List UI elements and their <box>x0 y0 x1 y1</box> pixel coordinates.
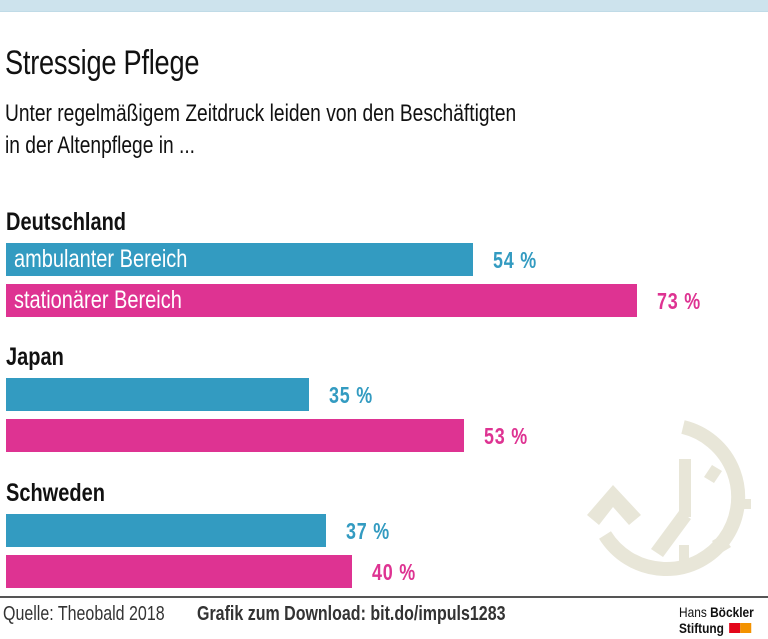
group-label-schweden: Schweden <box>6 479 105 507</box>
download-link[interactable]: Grafik zum Download: bit.do/impuls1283 <box>197 603 506 625</box>
bar-schweden-ambulanter-bereich <box>6 514 327 547</box>
bar-deutschland-stationaerer-bereich: stationärer Bereich <box>6 284 638 317</box>
chart-subtitle: Unter regelmäßigem Zeitdruck leiden von … <box>5 98 516 162</box>
logo-text-hans: Hans <box>679 604 711 620</box>
subtitle-line-2: in der Altenpflege in ... <box>5 132 195 159</box>
logo-orange-square <box>740 623 752 633</box>
value-label-deutschland-ambulanter-bereich: 54 % <box>493 247 538 273</box>
source-note: Quelle: Theobald 2018 <box>3 603 165 625</box>
chart-title: Stressige Pflege <box>5 44 200 82</box>
subtitle-line-1: Unter regelmäßigem Zeitdruck leiden von … <box>5 100 517 127</box>
footer-divider <box>0 596 768 598</box>
value-label-japan-stationaerer-bereich: 53 % <box>484 423 529 449</box>
logo-text-boeckler: Böckler <box>710 604 754 620</box>
group-label-japan: Japan <box>6 343 64 371</box>
value-label-japan-ambulanter-bereich: 35 % <box>328 382 373 408</box>
hans-boeckler-stiftung-logo: Hans Böckler Stiftung <box>679 604 768 636</box>
series-label-ambulanter-bereich: ambulanter Bereich <box>14 245 188 273</box>
bar-deutschland-ambulanter-bereich: ambulanter Bereich <box>6 243 474 276</box>
bar-japan-ambulanter-bereich <box>6 378 309 411</box>
bar-japan-stationaerer-bereich <box>6 419 465 452</box>
logo-text-stiftung: Stiftung <box>679 620 724 636</box>
top-band <box>0 0 768 12</box>
value-label-schweden-stationaerer-bereich: 40 % <box>372 559 417 585</box>
bar-schweden-stationaerer-bereich <box>6 555 352 588</box>
series-label-stationaerer-bereich: stationärer Bereich <box>14 286 182 314</box>
value-label-deutschland-stationaerer-bereich: 73 % <box>657 288 702 314</box>
value-label-schweden-ambulanter-bereich: 37 % <box>346 518 391 544</box>
group-label-deutschland: Deutschland <box>6 208 127 236</box>
logo-red-square <box>729 623 741 633</box>
clock-icon <box>587 420 751 576</box>
